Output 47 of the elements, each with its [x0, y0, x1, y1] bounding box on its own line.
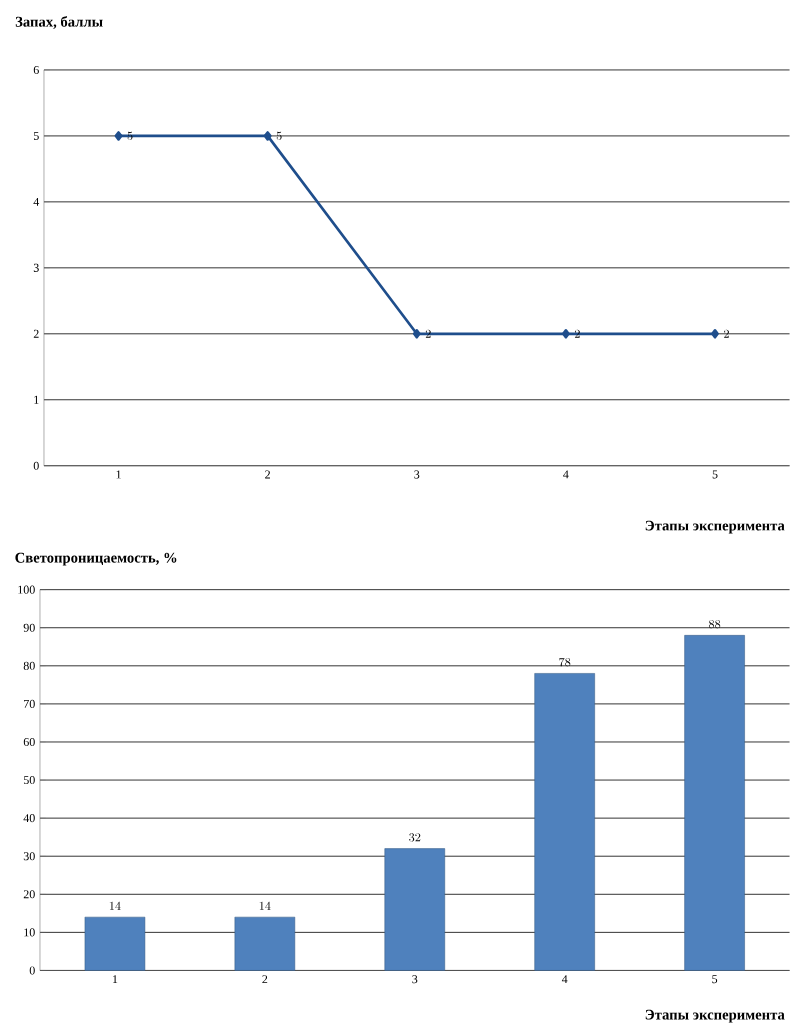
y-tick-label: 6: [34, 65, 40, 74]
x-tick-label: 4: [563, 470, 569, 479]
y-tick-label: 30: [24, 852, 36, 861]
y-tick-label: 2: [34, 329, 39, 338]
y-tick-label: 60: [24, 737, 36, 747]
x-axis-title: Этапы эксперимента: [645, 520, 785, 534]
data-label: 2: [575, 329, 581, 338]
data-label: 2: [724, 329, 730, 338]
bar: [234, 916, 296, 971]
y-tick-label: 0: [29, 966, 36, 975]
data-label: 32: [409, 833, 421, 842]
bar: [534, 673, 596, 971]
y-axis-title: Светопроницаемость, %: [15, 552, 177, 566]
x-tick-label: 1: [113, 975, 118, 984]
y-tick-label: 0: [33, 461, 40, 470]
x-tick-label: 1: [116, 470, 122, 479]
y-tick-label: 5: [34, 131, 40, 140]
y-tick-label: 70: [24, 699, 36, 708]
x-tick-label: 5: [712, 975, 718, 984]
y-tick-label: 80: [23, 661, 36, 670]
data-label: 14: [260, 901, 271, 910]
y-tick-label: 20: [24, 890, 36, 899]
x-tick-label: 3: [412, 975, 418, 984]
x-tick-label: 3: [414, 470, 420, 479]
x-tick-label: 2: [265, 470, 271, 479]
y-tick-label: 4: [33, 197, 40, 206]
data-label: 14: [110, 901, 121, 910]
data-label: 5: [127, 131, 133, 141]
y-tick-label: 90: [23, 623, 36, 632]
data-label: 2: [426, 329, 431, 338]
y-tick-label: 3: [34, 263, 40, 272]
y-tick-label: 100: [18, 585, 36, 594]
data-label: 88: [709, 620, 721, 629]
y-tick-label: 1: [34, 395, 39, 404]
y-tick-label: 10: [24, 928, 36, 937]
bar: [684, 635, 746, 971]
x-axis-title: Этапы эксперимента: [645, 1009, 785, 1023]
x-tick-label: 2: [262, 975, 268, 984]
data-label: 5: [276, 131, 282, 141]
bar: [384, 848, 446, 971]
x-tick-label: 4: [562, 975, 568, 984]
data-label: 78: [559, 657, 571, 667]
y-tick-label: 50: [24, 776, 36, 785]
y-tick-label: 40: [23, 814, 36, 823]
bar: [84, 916, 146, 971]
x-tick-label: 5: [712, 470, 718, 479]
y-axis-title: Запах, баллы: [16, 16, 103, 29]
